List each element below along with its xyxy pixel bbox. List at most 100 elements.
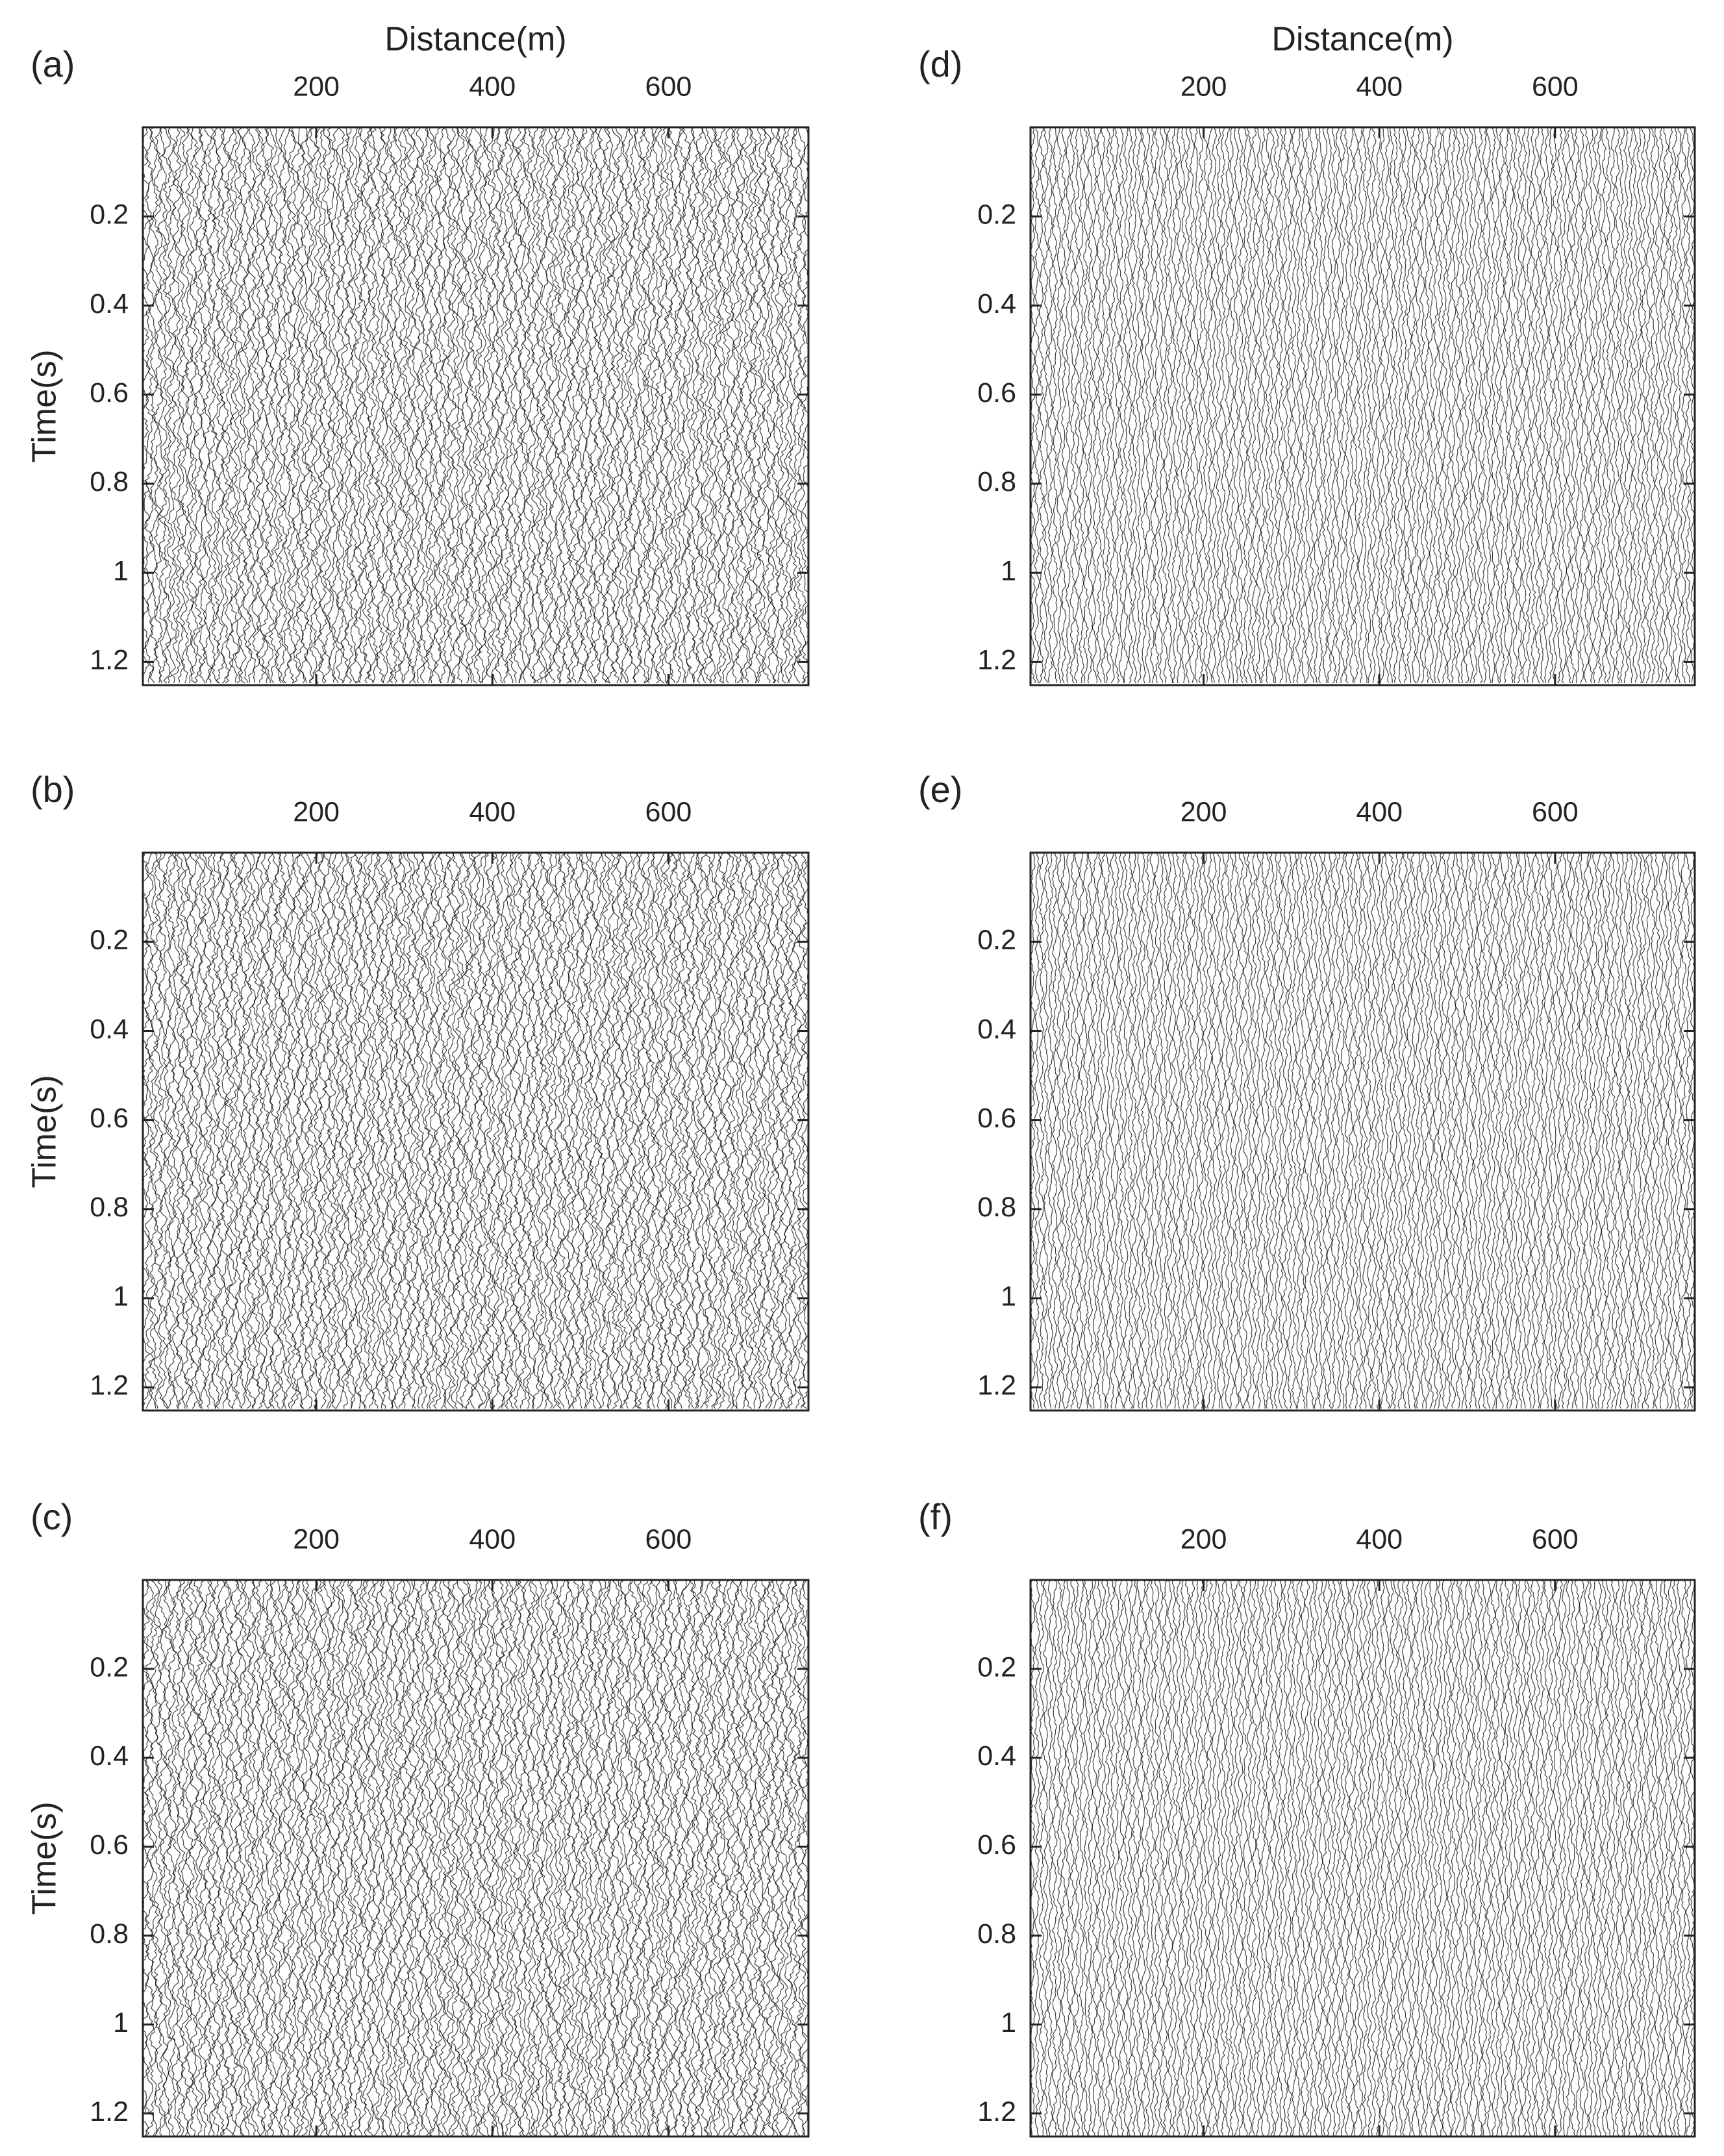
wiggle-trace	[197, 127, 208, 684]
y-tick-label: 0.6	[977, 377, 1016, 408]
wiggle-trace	[171, 1580, 181, 2137]
wiggle-trace	[730, 1580, 741, 2137]
wiggle-trace	[419, 1580, 430, 2137]
wiggle-trace	[539, 1580, 550, 2137]
wiggle-trace	[481, 853, 492, 1409]
wiggle-trace	[1273, 853, 1280, 1409]
wiggle-trace	[1654, 127, 1660, 684]
wiggle-trace	[1645, 853, 1651, 1409]
wiggle-trace	[1047, 1580, 1054, 2137]
wiggle-trace	[1543, 1580, 1550, 2137]
wiggle-trace	[1175, 127, 1182, 684]
wiggle-trace	[255, 127, 266, 683]
wiggle-trace	[180, 127, 190, 684]
wiggle-trace	[423, 127, 434, 684]
wiggle-trace	[1561, 127, 1568, 684]
wiggle-trace	[202, 1580, 212, 2137]
wiggle-trace	[521, 853, 532, 1409]
wiggle-trace	[1379, 1580, 1386, 2137]
wiggle-trace	[264, 127, 275, 684]
wiggle-trace	[1472, 1580, 1479, 2137]
wiggle-trace	[1561, 853, 1568, 1409]
wiggle-trace	[166, 853, 177, 1409]
x-tick-label: 200	[293, 1523, 340, 1555]
wiggle-trace	[1588, 127, 1594, 684]
wiggle-trace	[211, 853, 221, 1409]
wiggle-trace	[353, 1580, 363, 2137]
wiggle-texture	[143, 1580, 808, 2137]
wiggle-trace	[517, 1580, 527, 2137]
wiggle-trace	[379, 1580, 390, 2137]
wiggle-trace	[725, 1580, 736, 2137]
wiggle-trace	[1663, 1580, 1669, 2137]
wiggle-trace	[1442, 1580, 1448, 2137]
wiggle-trace	[392, 1580, 404, 2137]
wiggle-trace	[184, 853, 195, 1409]
wiggle-trace	[588, 127, 599, 684]
wiggle-trace	[747, 1580, 758, 2137]
wiggle-trace	[1680, 127, 1687, 684]
wiggle-trace	[1614, 1580, 1620, 2137]
wiggle-trace	[1512, 853, 1519, 1409]
wiggle-trace	[260, 1580, 271, 2137]
wiggle-trace	[1348, 1580, 1355, 2137]
wiggle-trace	[1468, 1580, 1475, 2137]
x-tick-label: 600	[645, 71, 692, 102]
wiggle-trace	[530, 853, 541, 1409]
wiggle-trace	[1171, 127, 1178, 684]
wiggle-trace	[1167, 853, 1173, 1409]
wiggle-trace	[1623, 127, 1630, 684]
wiggle-trace	[308, 853, 319, 1409]
panel: (d) Distance(m) 200 400 600 0.2 0.4 0.6 0.8 1 1.2	[918, 21, 1696, 686]
wiggle-trace	[219, 127, 231, 684]
wiggle-trace	[153, 127, 164, 684]
wiggle-trace	[1663, 853, 1669, 1409]
wiggle-trace	[384, 853, 395, 1409]
wiggle-trace	[1362, 853, 1368, 1409]
wiggle-trace	[1197, 127, 1205, 684]
wiggle-trace	[1251, 127, 1258, 684]
wiggle-trace	[180, 1580, 190, 2137]
wiggle-trace	[419, 853, 430, 1409]
x-tick-label: 600	[1532, 1523, 1579, 1555]
wiggle-trace	[1477, 1580, 1483, 2137]
wiggle-trace	[543, 127, 555, 684]
wiggle-trace	[277, 1580, 288, 2137]
y-tick-label: 0.8	[90, 1918, 129, 1949]
wiggle-trace	[1224, 127, 1231, 684]
wiggle-trace	[1087, 853, 1093, 1409]
wiggle-trace	[756, 853, 768, 1409]
wiggle-trace	[1534, 127, 1541, 684]
wiggle-trace	[1671, 127, 1679, 684]
wiggle-trace	[1092, 127, 1098, 684]
wiggle-trace	[482, 1580, 492, 2137]
wiggle-trace	[1100, 127, 1107, 684]
x-tick-label: 400	[1356, 71, 1403, 102]
wiggle-trace	[1397, 853, 1404, 1409]
wiggle-trace	[1127, 127, 1133, 684]
wiggle-trace	[357, 127, 368, 684]
wiggle-trace	[1291, 853, 1297, 1409]
wiggle-trace	[1472, 853, 1479, 1409]
wiggle-trace	[375, 853, 386, 1409]
wiggle-trace	[1304, 853, 1310, 1409]
wiggle-trace	[1397, 127, 1404, 684]
wiggle-trace	[1353, 127, 1359, 684]
wiggle-trace	[543, 853, 555, 1409]
wiggle-trace	[1455, 1580, 1461, 2137]
wiggle-trace	[1286, 1580, 1293, 2137]
wiggle-trace	[1308, 1580, 1315, 2137]
wiggle-trace	[663, 853, 674, 1409]
wiggle-trace	[499, 853, 510, 1409]
wiggle-trace	[730, 853, 741, 1409]
wiggle-trace	[1494, 127, 1501, 684]
wiggle-trace	[1202, 127, 1208, 684]
x-tick-label: 400	[1356, 796, 1403, 827]
y-tick-label: 0.4	[90, 1014, 129, 1045]
wiggle-trace	[286, 853, 297, 1409]
wiggle-trace	[1521, 1580, 1528, 2137]
y-tick-label: 0.6	[90, 1829, 129, 1861]
wiggle-trace	[801, 1580, 808, 2137]
y-tick-label: 0.2	[90, 199, 129, 231]
